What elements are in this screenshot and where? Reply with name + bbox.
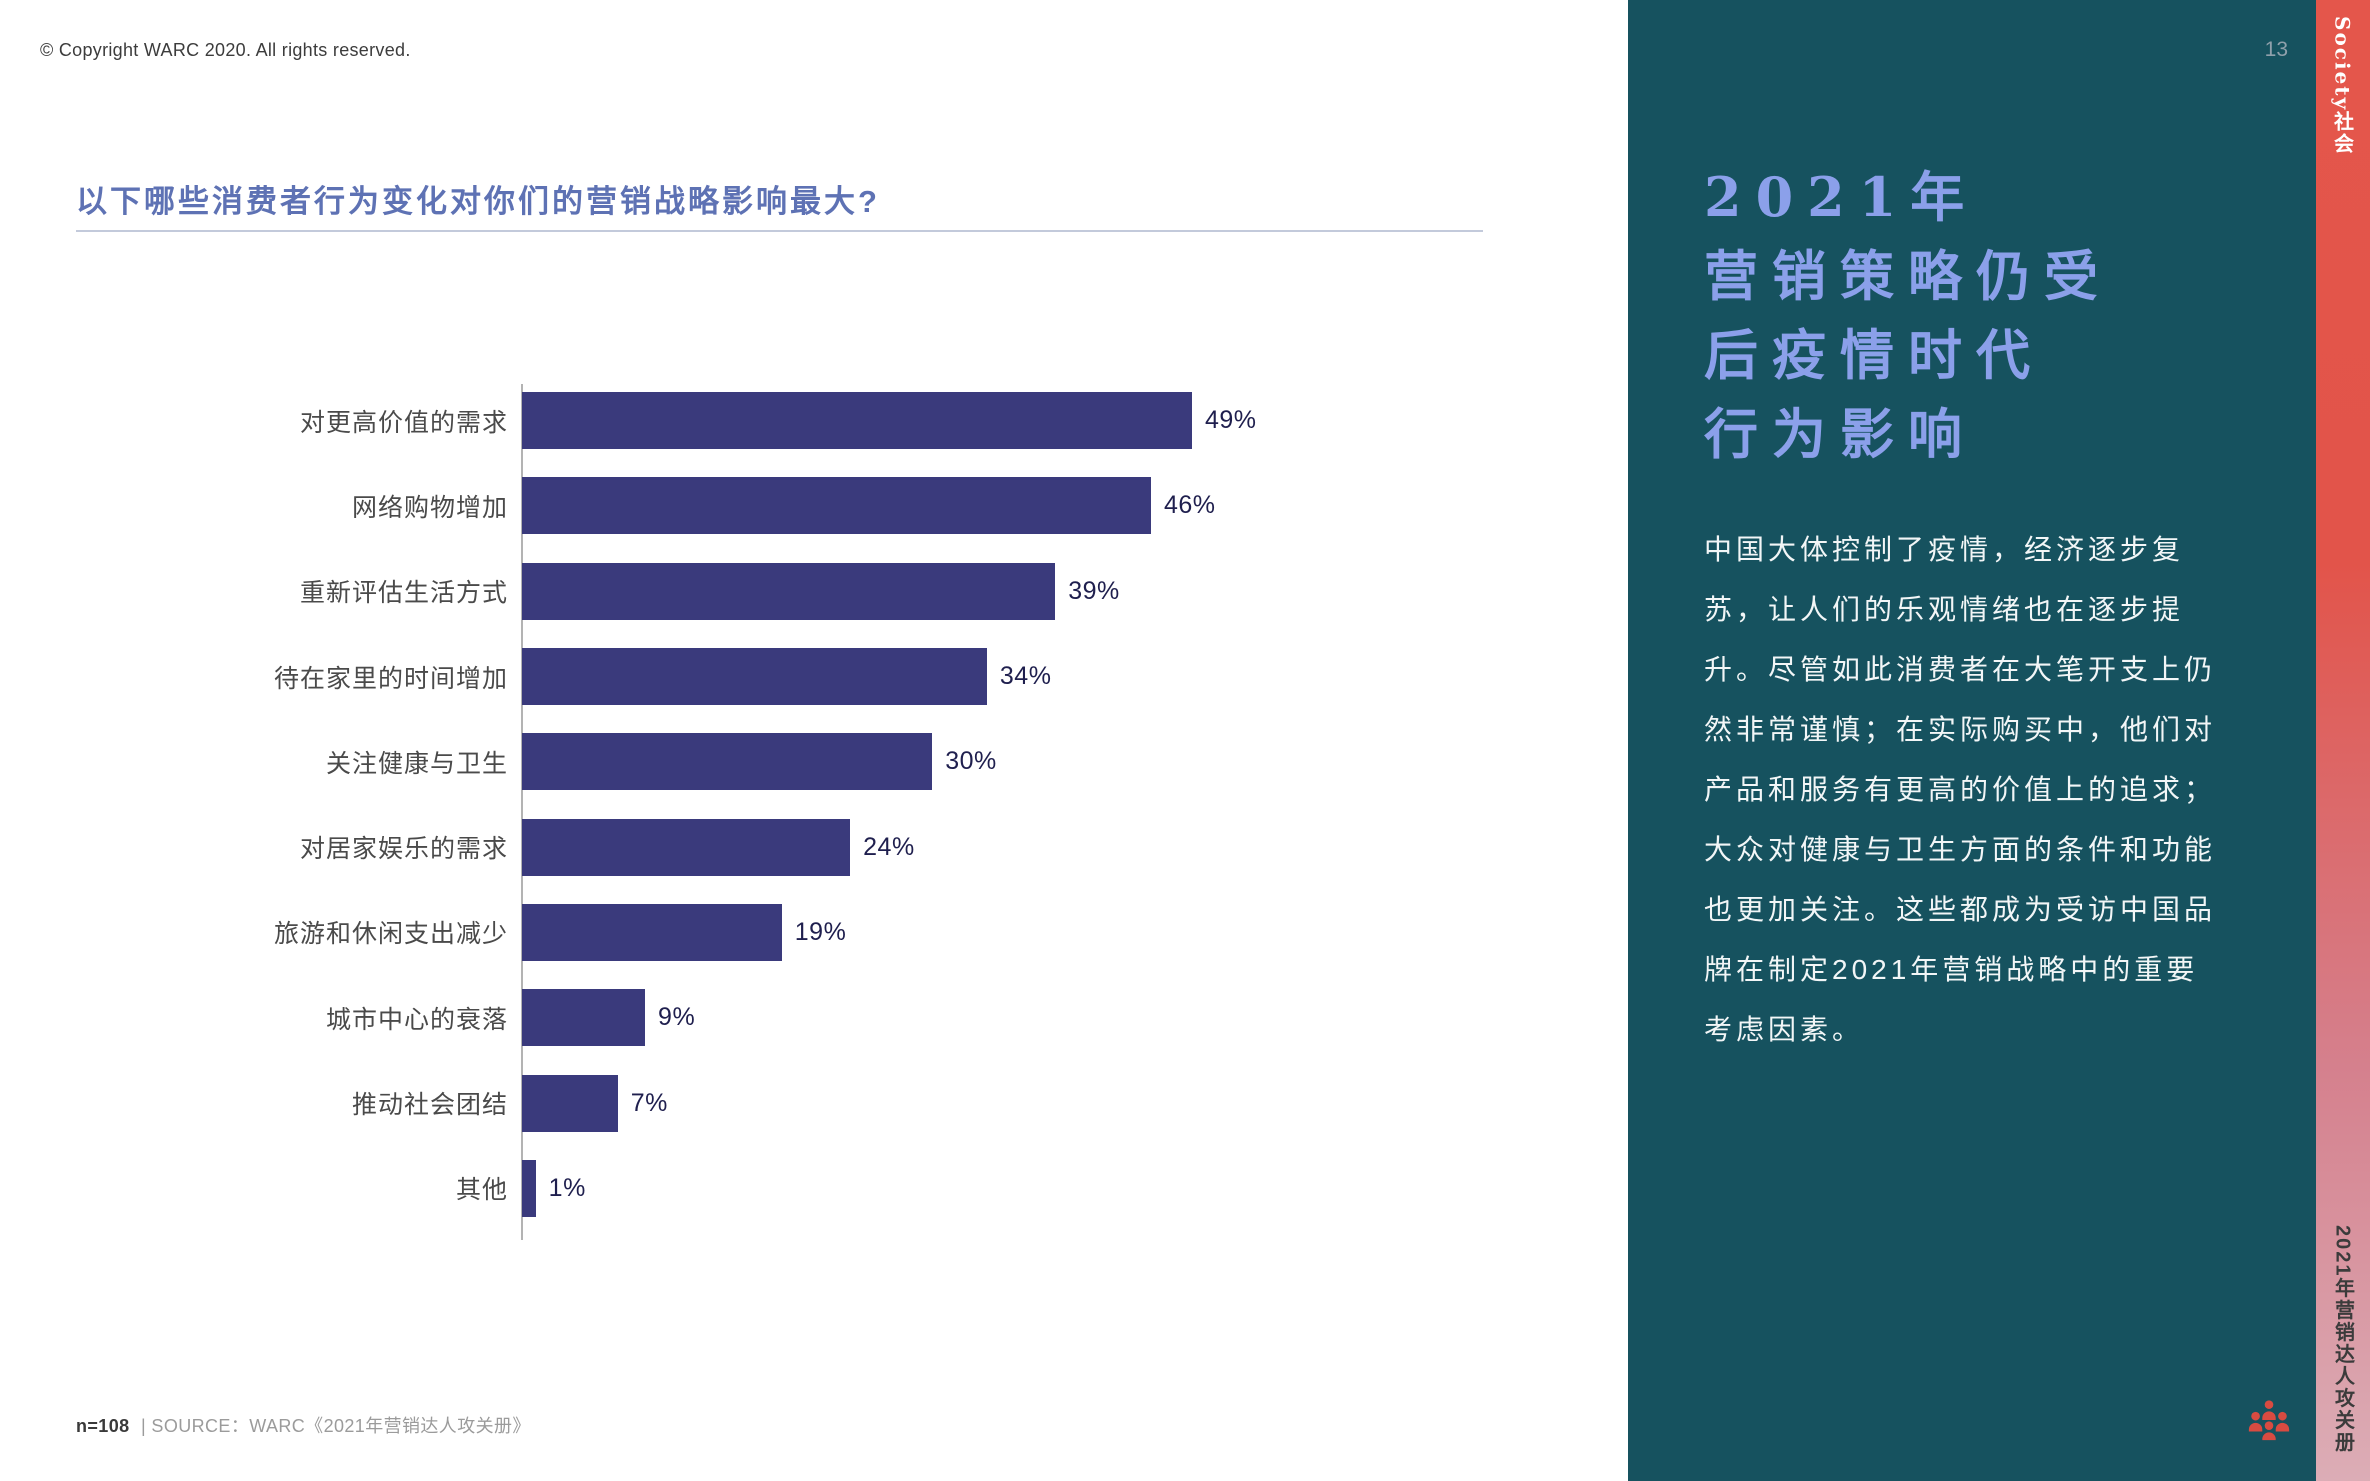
chart-footnote: n=108 | SOURCE：WARC《2021年营销达人攻关册》 bbox=[76, 1412, 531, 1438]
chart-row: 网络购物增加 46% bbox=[100, 463, 1530, 548]
strip-section-label: Society社会 bbox=[2330, 16, 2355, 156]
value-label: 30% bbox=[945, 747, 997, 776]
category-label: 待在家里的时间增加 bbox=[273, 664, 508, 693]
page-number: 13 bbox=[2264, 38, 2288, 61]
source-note: | SOURCE：WARC《2021年营销达人攻关册》 bbox=[140, 1416, 531, 1436]
panel-body-text: 中国大体控制了疫情，经济逐步复苏，让人们的乐观情绪也在逐步提升。尽管如此消费者在… bbox=[1704, 534, 2217, 1045]
chart-row: 待在家里的时间增加 34% bbox=[100, 634, 1530, 719]
chart-row: 城市中心的衰落 9% bbox=[100, 975, 1530, 1060]
value-label: 1% bbox=[548, 1173, 586, 1202]
chart-row: 重新评估生活方式 39% bbox=[100, 549, 1530, 634]
category-label: 网络购物增加 bbox=[351, 493, 508, 522]
value-label: 49% bbox=[1205, 406, 1257, 435]
chart-row: 推动社会团结 7% bbox=[100, 1060, 1530, 1145]
value-label: 9% bbox=[658, 1003, 696, 1032]
value-label: 7% bbox=[630, 1088, 668, 1117]
panel-heading-line: 2021年 bbox=[1704, 165, 1979, 229]
panel-heading-line: 行为影响 bbox=[1704, 402, 1976, 466]
bar bbox=[522, 562, 1056, 620]
chart-row: 其他 1% bbox=[100, 1146, 1530, 1231]
side-panel: 13 2021年营销策略仍受 后疫情时代行为影响 中国大体控制了疫情，经济逐步复苏… bbox=[1628, 0, 2316, 1481]
chart-row: 对更高价值的需求 49% bbox=[100, 378, 1530, 463]
title-underline bbox=[76, 230, 1483, 232]
chart-rows: 对更高价值的需求 49% 网络购物增加 46% 重新评估生活方式 39% 待在家里的时间增加… bbox=[100, 378, 1530, 1231]
strip-report-label: 2021年营销达人攻关册 bbox=[2331, 1224, 2354, 1454]
chart-title: 以下哪些消费者行为变化对你们的营销战略影响最大? bbox=[76, 184, 880, 219]
category-label: 推动社会团结 bbox=[351, 1091, 508, 1120]
bar-track: 24% bbox=[522, 818, 1530, 876]
bar-track: 7% bbox=[522, 1074, 1530, 1132]
panel-heading-line: 后疫情时代 bbox=[1704, 323, 2044, 387]
value-label: 19% bbox=[794, 917, 847, 946]
category-label: 对更高价值的需求 bbox=[299, 408, 508, 437]
category-label: 关注健康与卫生 bbox=[325, 749, 508, 778]
bar-track: 9% bbox=[522, 989, 1530, 1047]
bar-chart: 对更高价值的需求 49% 网络购物增加 46% 重新评估生活方式 39% 待在家里的时间增加… bbox=[100, 378, 1530, 1231]
value-label: 46% bbox=[1163, 491, 1216, 520]
category-label: 对居家娱乐的需求 bbox=[299, 835, 508, 864]
bar-track: 46% bbox=[522, 477, 1530, 535]
chart-axis-line bbox=[521, 384, 523, 1240]
bar bbox=[522, 733, 933, 791]
bar bbox=[522, 989, 646, 1047]
category-label: 其他 bbox=[455, 1176, 508, 1205]
panel-heading-line: 营销策略仍受 bbox=[1704, 244, 2112, 308]
bar bbox=[522, 392, 1192, 450]
sample-size: n=108 bbox=[76, 1416, 130, 1436]
bar bbox=[522, 903, 782, 961]
copyright-text: © Copyright WARC 2020. All rights reserv… bbox=[40, 40, 411, 60]
bar-track: 49% bbox=[522, 392, 1530, 450]
bar bbox=[522, 477, 1151, 535]
bar bbox=[522, 1074, 618, 1132]
bar bbox=[522, 1159, 536, 1217]
chart-row: 关注健康与卫生 30% bbox=[100, 719, 1530, 804]
value-label: 24% bbox=[863, 832, 915, 861]
bar-track: 34% bbox=[522, 648, 1530, 706]
category-label: 旅游和休闲支出减少 bbox=[273, 920, 508, 949]
bar-track: 19% bbox=[522, 903, 1530, 961]
chart-row: 对居家娱乐的需求 24% bbox=[100, 804, 1530, 889]
warc-people-logo-icon bbox=[2248, 1400, 2290, 1441]
category-label: 重新评估生活方式 bbox=[299, 579, 508, 608]
bar bbox=[522, 818, 851, 876]
bar-track: 30% bbox=[522, 733, 1530, 791]
bar-track: 1% bbox=[522, 1159, 1530, 1217]
value-label: 34% bbox=[999, 662, 1052, 691]
value-label: 39% bbox=[1068, 576, 1120, 605]
bar bbox=[522, 648, 987, 706]
panel-heading: 2021年营销策略仍受 后疫情时代行为影响 bbox=[1704, 158, 2112, 474]
bar-track: 39% bbox=[522, 562, 1530, 620]
chart-row: 旅游和休闲支出减少 19% bbox=[100, 890, 1530, 975]
category-label: 城市中心的衰落 bbox=[325, 1005, 508, 1034]
edge-strip: Society社会 2021年营销达人攻关册 bbox=[2316, 0, 2370, 1481]
